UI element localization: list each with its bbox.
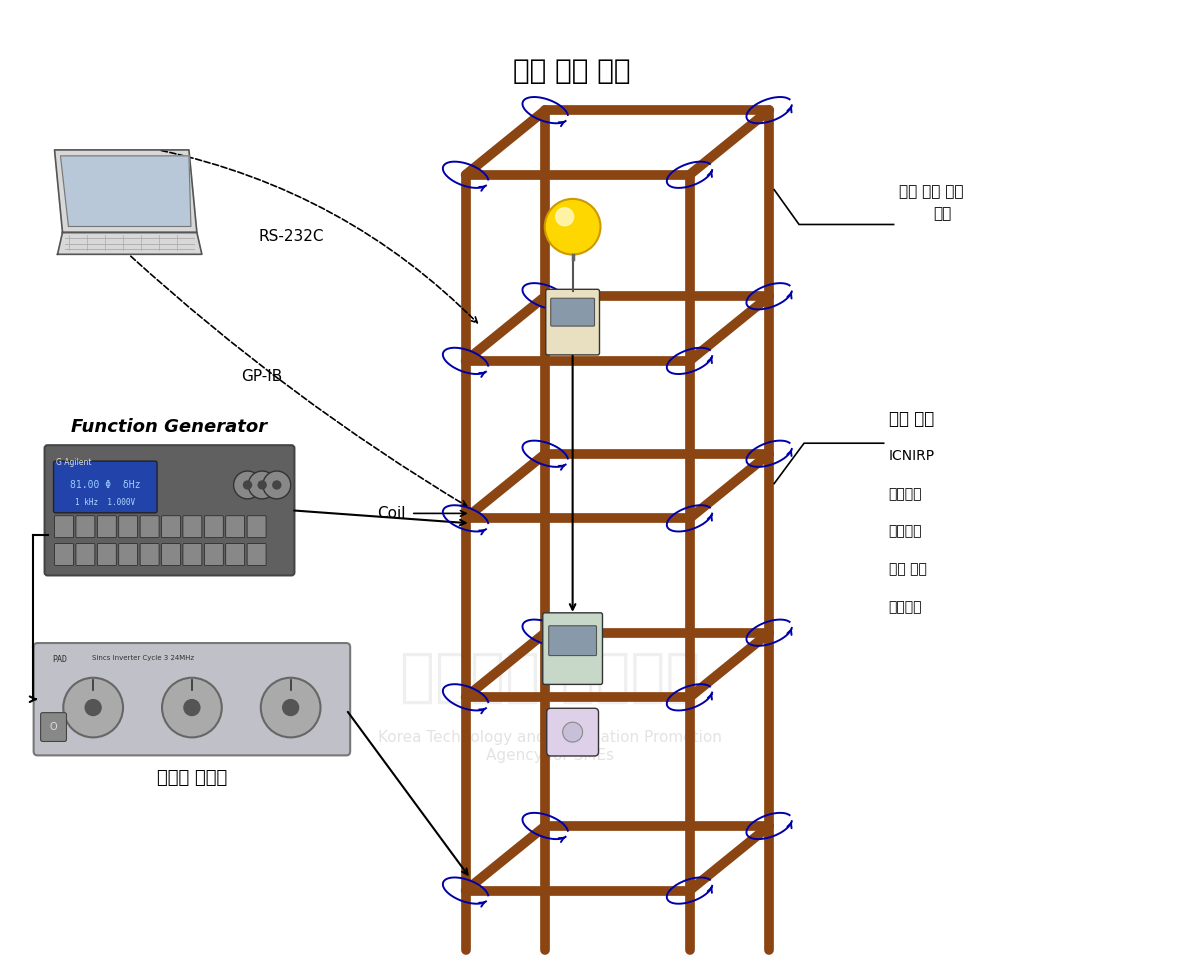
FancyBboxPatch shape [119, 543, 138, 565]
Circle shape [263, 471, 291, 499]
Circle shape [233, 471, 261, 499]
Circle shape [248, 471, 277, 499]
Text: ICNIRP: ICNIRP [888, 449, 935, 463]
FancyBboxPatch shape [546, 289, 600, 354]
Text: 1 kHz  1.000V: 1 kHz 1.000V [75, 498, 135, 508]
FancyBboxPatch shape [247, 543, 266, 565]
Text: 고출력 증폭기: 고출력 증폭기 [157, 769, 227, 787]
FancyBboxPatch shape [44, 445, 294, 576]
Polygon shape [55, 149, 196, 233]
FancyBboxPatch shape [41, 713, 67, 741]
FancyBboxPatch shape [226, 543, 244, 565]
FancyBboxPatch shape [140, 515, 159, 537]
FancyBboxPatch shape [75, 543, 95, 565]
FancyBboxPatch shape [140, 543, 159, 565]
FancyBboxPatch shape [247, 515, 266, 537]
Circle shape [85, 699, 101, 716]
Circle shape [555, 208, 573, 226]
Text: RS-232C: RS-232C [259, 229, 324, 244]
Circle shape [184, 699, 200, 716]
Text: O: O [50, 722, 57, 732]
FancyBboxPatch shape [226, 515, 244, 537]
FancyBboxPatch shape [34, 643, 351, 756]
FancyBboxPatch shape [183, 543, 202, 565]
FancyBboxPatch shape [551, 298, 595, 326]
FancyBboxPatch shape [75, 515, 95, 537]
FancyBboxPatch shape [162, 543, 181, 565]
Text: 노캘 자계: 노캘 자계 [888, 562, 926, 577]
Text: 측정장치: 측정장치 [888, 601, 922, 614]
Circle shape [545, 199, 601, 255]
Text: Function Generator: Function Generator [72, 419, 268, 436]
Text: 표준 자계 측정: 표준 자계 측정 [899, 185, 964, 199]
FancyBboxPatch shape [55, 543, 73, 565]
FancyBboxPatch shape [162, 515, 181, 537]
Text: Coil: Coil [377, 506, 406, 521]
FancyBboxPatch shape [97, 515, 116, 537]
FancyBboxPatch shape [183, 515, 202, 537]
Circle shape [282, 699, 298, 716]
Polygon shape [57, 233, 202, 254]
Text: Korea Technology and Information Promotion
Agency for SMEs: Korea Technology and Information Promoti… [378, 730, 722, 763]
Text: 주식회사 소산흥원: 주식회사 소산흥원 [400, 649, 700, 705]
FancyBboxPatch shape [547, 708, 598, 756]
FancyBboxPatch shape [205, 515, 224, 537]
FancyBboxPatch shape [119, 515, 138, 537]
Circle shape [273, 481, 281, 489]
FancyBboxPatch shape [548, 626, 596, 655]
Text: 새기준을: 새기준을 [888, 487, 922, 501]
FancyBboxPatch shape [205, 543, 224, 565]
Text: 장비: 장비 [934, 207, 952, 221]
Text: G Agilent: G Agilent [55, 458, 91, 468]
Circle shape [261, 677, 321, 738]
Text: Sincs Inverter Cycle 3 24MHz: Sincs Inverter Cycle 3 24MHz [92, 655, 194, 661]
Circle shape [63, 677, 123, 738]
Text: 자계 발생 코일: 자계 발생 코일 [514, 57, 631, 85]
Polygon shape [61, 156, 190, 226]
Text: GP-IB: GP-IB [241, 369, 282, 383]
FancyBboxPatch shape [542, 613, 602, 684]
Circle shape [563, 722, 583, 742]
Text: 만족하는: 만족하는 [888, 525, 922, 538]
Text: PAD: PAD [53, 655, 67, 664]
Text: 개발 대상: 개발 대상 [888, 410, 934, 428]
Circle shape [162, 677, 221, 738]
FancyBboxPatch shape [54, 461, 157, 513]
Text: 81.00 Φ  δHz: 81.00 Φ δHz [71, 480, 140, 490]
FancyBboxPatch shape [97, 543, 116, 565]
Circle shape [259, 481, 266, 489]
Circle shape [243, 481, 251, 489]
FancyBboxPatch shape [55, 515, 73, 537]
